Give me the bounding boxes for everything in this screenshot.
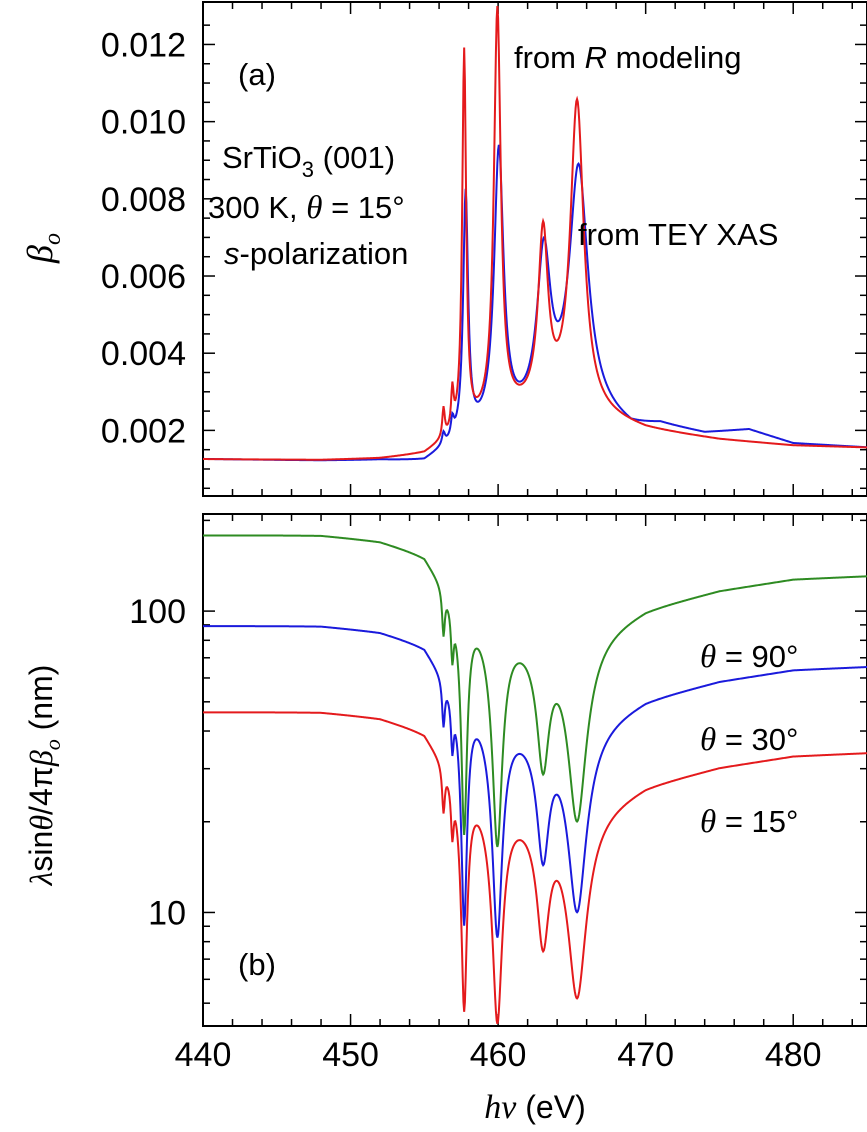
ylabel-theta: θ xyxy=(23,815,59,831)
panel-b: 10 100 440 450 460 470 480 (b) θ = 90° θ = 30… xyxy=(23,513,867,1126)
y-tick-label-a: 0.012 xyxy=(101,26,186,64)
x-tick-label: 470 xyxy=(617,1036,674,1074)
theta-90-curve xyxy=(203,534,867,848)
y-tick-label-a: 0.010 xyxy=(101,104,186,142)
panel-b-series xyxy=(203,534,867,1025)
y-tick-label-a: 0.006 xyxy=(101,258,186,296)
polarization-annotation: s-polarization xyxy=(224,236,408,271)
legend-theta-15: θ = 15° xyxy=(700,804,798,840)
legend-theta-90: θ = 90° xyxy=(700,639,798,675)
y-tick-label-b: 100 xyxy=(129,593,186,631)
sample-annotation-sub: 3 xyxy=(302,157,314,182)
legend-tey-xas: from TEY XAS xyxy=(578,217,778,252)
x-tick-label: 460 xyxy=(470,1036,527,1074)
polarization-annotation-rest: -polarization xyxy=(240,236,409,271)
x-axis-title-hv: hν xyxy=(484,1089,517,1126)
y-tick-label-a: 0.002 xyxy=(101,412,186,450)
theta-15-curve xyxy=(203,711,867,1025)
x-tick-label: 480 xyxy=(765,1036,822,1074)
legend-theta-30: θ = 30° xyxy=(700,722,798,758)
ylabel-lambda: λ xyxy=(23,871,59,886)
ylabel-units: (nm) xyxy=(23,665,59,740)
panel-a-ylabel-sub: o xyxy=(40,233,66,245)
panel-a-label: (a) xyxy=(238,57,276,92)
panel-a: 0.002 0.004 0.006 0.008 0.010 0.012 (a) SrTiO… xyxy=(20,1,867,497)
panel-b-ylabel: λsinθ/4πβo (nm) xyxy=(23,665,65,887)
x-tick-label: 450 xyxy=(322,1036,379,1074)
legend-theta-15-value: = 15° xyxy=(716,804,798,839)
legend-theta-30-value: = 30° xyxy=(716,722,798,757)
polarization-annotation-s: s xyxy=(224,236,240,271)
legend-theta-90-value: = 90° xyxy=(716,639,798,674)
panel-a-ytick-labels: 0.002 0.004 0.006 0.008 0.010 0.012 xyxy=(101,26,186,450)
panel-b-ytick-labels: 10 100 xyxy=(129,593,186,932)
x-tick-label: 440 xyxy=(175,1036,232,1074)
condition-annotation-post: = 15° xyxy=(322,190,404,225)
panel-a-frame xyxy=(202,1,867,497)
legend-theta-30-symbol: θ xyxy=(700,722,716,758)
legend-theta-15-symbol: θ xyxy=(700,804,716,840)
legend-r-modeling: from R modeling xyxy=(514,40,741,75)
legend-r-modeling-pre: from xyxy=(514,40,585,75)
panel-a-ylabel-beta: β xyxy=(20,245,60,264)
r-modeling-curve xyxy=(203,5,867,461)
x-axis-title-units: (eV) xyxy=(516,1089,585,1125)
y-tick-label-a: 0.004 xyxy=(101,335,186,373)
panel-b-xtick-labels: 440 450 460 470 480 xyxy=(175,1036,822,1074)
sample-annotation-post: (001) xyxy=(314,140,395,175)
legend-r-modeling-post: modeling xyxy=(607,40,741,75)
y-tick-label-a: 0.008 xyxy=(101,181,186,219)
ylabel-sub-o: o xyxy=(40,739,65,750)
sample-annotation-pre: SrTiO xyxy=(222,140,302,175)
panel-b-ticks xyxy=(202,514,867,1026)
panel-a-series xyxy=(202,5,867,462)
condition-annotation: 300 K, θ = 15° xyxy=(208,190,405,226)
condition-annotation-theta: θ xyxy=(306,190,322,226)
panel-b-frame xyxy=(202,513,867,1027)
panel-a-ylabel: βo xyxy=(20,233,66,264)
theta-30-curve xyxy=(203,625,867,938)
sample-annotation: SrTiO3 (001) xyxy=(222,140,395,182)
ylabel-sin: sin xyxy=(23,831,59,872)
legend-r-modeling-italic: R xyxy=(585,40,607,75)
ylabel-beta: β xyxy=(23,750,59,767)
ylabel-4pi: /4π xyxy=(23,766,59,815)
y-tick-label-b: 10 xyxy=(148,894,186,932)
x-axis-title: hν (eV) xyxy=(484,1089,585,1126)
condition-annotation-pre: 300 K, xyxy=(208,190,306,225)
panel-b-label: (b) xyxy=(238,947,276,982)
legend-theta-90-symbol: θ xyxy=(700,639,716,675)
